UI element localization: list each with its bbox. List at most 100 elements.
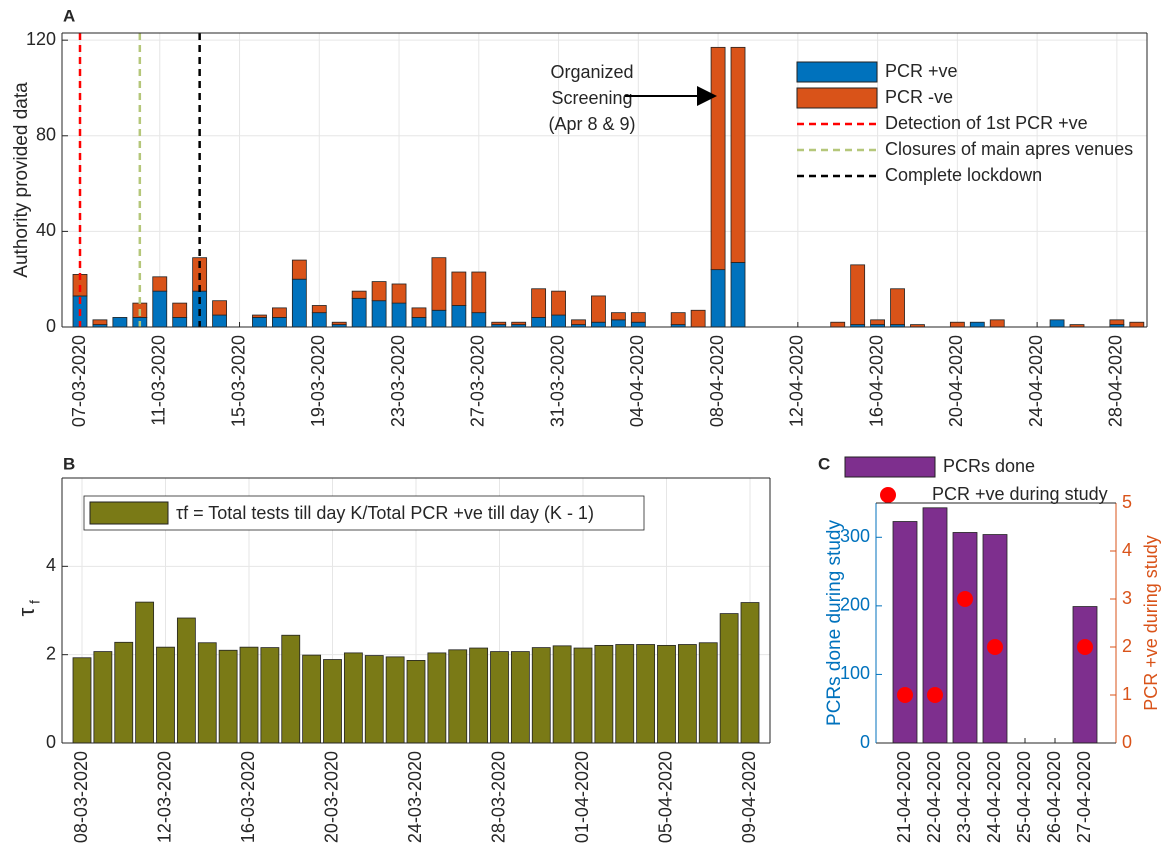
- x-tick-label: 24-04-2020: [1026, 335, 1046, 427]
- bar: [969, 321, 985, 328]
- y-tick-label: 200: [840, 595, 870, 615]
- annotation: Screening: [551, 88, 632, 108]
- bar: [92, 319, 108, 326]
- legend-label: Complete lockdown: [885, 165, 1042, 185]
- bar: [411, 317, 427, 328]
- bar: [551, 290, 566, 316]
- bar: [406, 660, 426, 744]
- y-tick-label: 300: [840, 526, 870, 546]
- bar: [573, 647, 593, 744]
- bar: [890, 288, 905, 326]
- bar: [212, 314, 227, 328]
- bar: [982, 534, 1008, 744]
- legend-swatch: [880, 487, 896, 503]
- bar: [331, 321, 347, 326]
- panel-label: C: [818, 454, 830, 473]
- y2-tick-label: 5: [1122, 492, 1132, 512]
- bar: [260, 647, 280, 744]
- x-tick-label: 15-03-2020: [228, 335, 248, 427]
- bar: [323, 659, 342, 744]
- x-tick-label: 21-04-2020: [894, 751, 914, 843]
- bar: [657, 644, 676, 744]
- bar: [302, 654, 322, 744]
- y2-tick-label: 2: [1122, 636, 1132, 656]
- bar: [448, 649, 468, 744]
- x-tick-label: 27-04-2020: [1074, 751, 1094, 843]
- bar: [710, 269, 726, 328]
- bar: [922, 507, 948, 744]
- x-tick-label: 20-04-2020: [946, 335, 966, 427]
- bar: [491, 321, 507, 326]
- x-tick-label: 08-03-2020: [71, 751, 91, 843]
- bar: [72, 657, 92, 744]
- bar: [271, 307, 287, 318]
- bar: [212, 300, 227, 316]
- bar: [710, 46, 726, 271]
- x-tick-label: 23-04-2020: [954, 751, 974, 843]
- y-axis-label: Authority provided data: [11, 82, 32, 278]
- point: [927, 687, 943, 703]
- legend-swatch: [796, 87, 878, 109]
- bar: [892, 521, 918, 744]
- bar: [471, 271, 487, 314]
- bar: [531, 288, 547, 318]
- bar: [949, 321, 965, 328]
- y-tick-label: 120: [26, 29, 56, 49]
- bar: [114, 641, 134, 744]
- bar: [391, 302, 407, 328]
- bar: [490, 651, 509, 744]
- bar: [531, 647, 551, 744]
- x-tick-label: 16-04-2020: [866, 335, 886, 427]
- y-tick-label: 0: [46, 316, 56, 336]
- bar: [93, 651, 113, 744]
- bar: [152, 276, 168, 292]
- bar: [451, 305, 467, 328]
- y-tick-label: 0: [46, 732, 56, 752]
- x-tick-label: 24-03-2020: [405, 751, 425, 843]
- x-tick-label: 01-04-2020: [572, 751, 592, 843]
- bar: [610, 319, 626, 328]
- x-tick-label: 28-04-2020: [1106, 335, 1126, 427]
- bar: [989, 319, 1005, 328]
- bar: [351, 290, 367, 299]
- bar: [351, 297, 367, 328]
- bar: [291, 259, 307, 280]
- x-tick-label: 27-03-2020: [468, 335, 488, 427]
- x-tick-label: 16-03-2020: [238, 751, 258, 843]
- bar: [371, 281, 387, 302]
- bar: [152, 290, 168, 328]
- x-tick-label: 31-03-2020: [547, 335, 567, 427]
- bar: [252, 314, 267, 318]
- bar: [197, 642, 217, 744]
- bar: [591, 295, 606, 323]
- bar: [670, 312, 686, 326]
- y2-tick-label: 0: [1122, 732, 1132, 752]
- y-tick-label: 80: [36, 125, 56, 145]
- y2-tick-label: 3: [1122, 588, 1132, 608]
- bar: [239, 646, 259, 744]
- bar: [281, 634, 301, 744]
- bar: [730, 262, 746, 328]
- x-tick-label: 04-04-2020: [627, 335, 647, 427]
- bar: [469, 647, 489, 744]
- x-tick-label: 24-04-2020: [984, 751, 1004, 843]
- bar: [511, 321, 527, 326]
- bar: [719, 613, 739, 744]
- y2-tick-label: 1: [1122, 684, 1132, 704]
- x-tick-label: 28-03-2020: [488, 751, 508, 843]
- bar: [291, 278, 307, 328]
- bar: [411, 307, 427, 318]
- bar: [311, 312, 327, 328]
- bar: [451, 271, 467, 306]
- x-tick-label: 05-04-2020: [655, 751, 675, 843]
- panel-label: A: [63, 6, 75, 25]
- bar: [1072, 606, 1098, 744]
- bar: [1049, 319, 1065, 328]
- bar: [156, 646, 175, 744]
- bar: [385, 656, 405, 744]
- y2-tick-label: 4: [1122, 540, 1132, 560]
- x-tick-label: 07-03-2020: [69, 335, 89, 427]
- legend-label: PCR +ve: [885, 61, 958, 81]
- legend-label: τf = Total tests till day K/Total PCR +v…: [176, 503, 594, 523]
